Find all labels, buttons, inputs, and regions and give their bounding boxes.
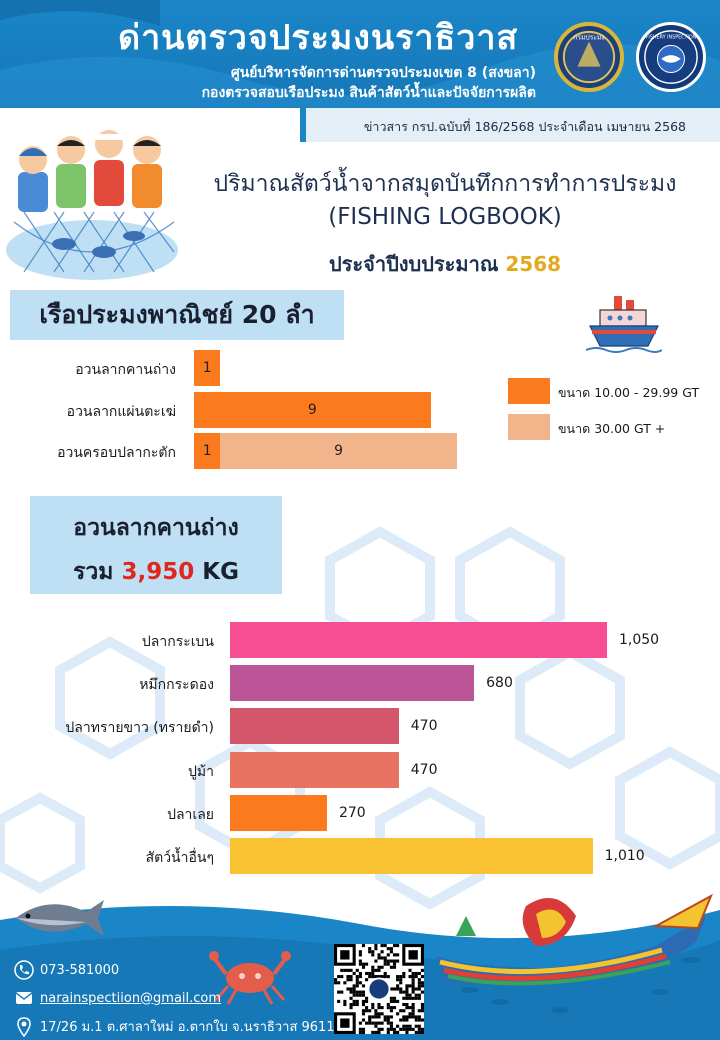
catch-category-label: สัตว์น้ำอื่นๆ [145, 850, 214, 866]
fishery-inspection-seal: FISHERY INSPECTION [636, 22, 706, 92]
phone-number: 073-581000 [40, 962, 120, 978]
address-text: 17/26 ม.1 ต.ศาลาใหม่ อ.ตากใบ จ.นราธิวาส … [40, 1020, 343, 1035]
catch-bar-value: 1,010 [604, 848, 645, 864]
catch-chart-title: อวนลากคานถ่าง [73, 515, 239, 541]
fiscal-year-label: ประจำปีงบประมาณ [328, 252, 499, 276]
gear-bar-segment: 1 [194, 433, 221, 469]
footer: 073-581000 narainspectiion@gmail.com 17/… [0, 880, 720, 1040]
catch-category-label: ปูม้า [188, 763, 214, 780]
tuna-fish-icon [16, 900, 104, 936]
phone-contact: 073-581000 [14, 960, 119, 980]
catch-bar-value: 470 [410, 718, 438, 735]
gear-bar-value: 9 [307, 402, 317, 418]
gear-bar-value: 1 [202, 360, 212, 376]
office-subtitle-1: ศูนย์บริหารจัดการด่านตรวจประมงเขต 8 (สงข… [230, 65, 536, 81]
catch-bar [230, 838, 593, 874]
chart-title-line-2: (FISHING LOGBOOK) [328, 204, 562, 230]
catch-bar [230, 794, 327, 831]
newsletter-issue-text: ข่าวสาร กรป.ฉบับที่ 186/2568 ประจำเดือน … [363, 119, 686, 134]
location-pin-icon [17, 1016, 31, 1037]
catch-bar-value: 470 [410, 761, 438, 778]
email-icon [15, 992, 33, 1004]
catch-total-line: รวม 3,950 KG [30, 554, 282, 590]
crab-icon [209, 951, 291, 1005]
address-contact: 17/26 ม.1 ต.ศาลาใหม่ อ.ตากใบ จ.นราธิวาส … [14, 1016, 343, 1037]
catch-total-unit: KG [202, 559, 239, 585]
gear-bar-value: 9 [334, 443, 344, 459]
gear-bar-segment: 1 [194, 350, 221, 386]
gear-bar-segment: 9 [194, 392, 431, 428]
fisheries-department-seal: กรมประมง [554, 22, 624, 92]
legend-label: ขนาด 10.00 - 29.99 GT [558, 385, 700, 400]
email-contact[interactable]: narainspectiion@gmail.com [14, 988, 221, 1008]
svg-text:กรมประมง: กรมประมง [573, 34, 604, 42]
svg-text:FISHERY INSPECTION: FISHERY INSPECTION [646, 35, 697, 41]
legend-swatch [508, 378, 550, 404]
chart-title-line-1: ปริมาณสัตว์น้ำจากสมุดบันทึกการทำการประมง [213, 171, 677, 197]
legend-swatch [508, 414, 550, 440]
catch-bar-value: 1,050 [619, 632, 660, 648]
catch-bar [230, 708, 399, 745]
header-banner: ด่านตรวจประมงนราธิวาส ศูนย์บริหารจัดการด… [0, 0, 720, 108]
catch-category-label: ปลาเลย [167, 806, 214, 823]
catch-category-label: ปลาทรายขาว (ทรายดำ) [65, 720, 214, 737]
legend-label: ขนาด 30.00 GT + [558, 421, 666, 436]
catch-bar-value: 270 [338, 804, 366, 821]
catch-total-prefix: รวม [73, 559, 114, 585]
phone-icon [14, 960, 34, 980]
gear-bar-value: 1 [202, 443, 212, 459]
gear-category-label: อวนลากคานถ่าง [75, 362, 176, 378]
qr-code[interactable] [334, 944, 424, 1034]
header-wave-decoration [0, 0, 720, 108]
catch-category-label: ปลากระเบน [141, 634, 214, 650]
korlae-boat-illustration [436, 893, 713, 986]
catch-total-box: อวนลากคานถ่าง รวม 3,950 KG [30, 496, 282, 594]
fiscal-year-line: ประจำปีงบประมาณ 2568 [180, 248, 710, 280]
gear-category-label: อวนลากแผ่นตะเฆ่ [66, 404, 176, 420]
email-address[interactable]: narainspectiion@gmail.com [40, 990, 222, 1006]
newsletter-issue-bar: ข่าวสาร กรป.ฉบับที่ 186/2568 ประจำเดือน … [300, 108, 720, 142]
catch-bar [230, 665, 475, 702]
office-title: ด่านตรวจประมงนราธิวาส [118, 18, 519, 58]
catch-bar [230, 622, 607, 658]
fiscal-year-value: 2568 [505, 252, 562, 276]
catch-bar [230, 751, 399, 788]
gear-category-label: อวนครอบปลากะตัก [57, 445, 176, 461]
fishermen-illustration [6, 130, 178, 280]
gear-bar-segment: 9 [220, 433, 457, 469]
catch-total-value: 3,950 [121, 559, 195, 585]
ship-icon [586, 296, 662, 353]
catch-bar-value: 680 [486, 675, 513, 692]
office-subtitle-2: กองตรวจสอบเรือประมง สินค้าสัตว์น้ำและปัจ… [201, 85, 536, 101]
commercial-boats-count-label: เรือประมงพาณิชย์ 20 ลำ [10, 290, 344, 340]
catch-category-label: หมึกกระดอง [139, 677, 214, 694]
